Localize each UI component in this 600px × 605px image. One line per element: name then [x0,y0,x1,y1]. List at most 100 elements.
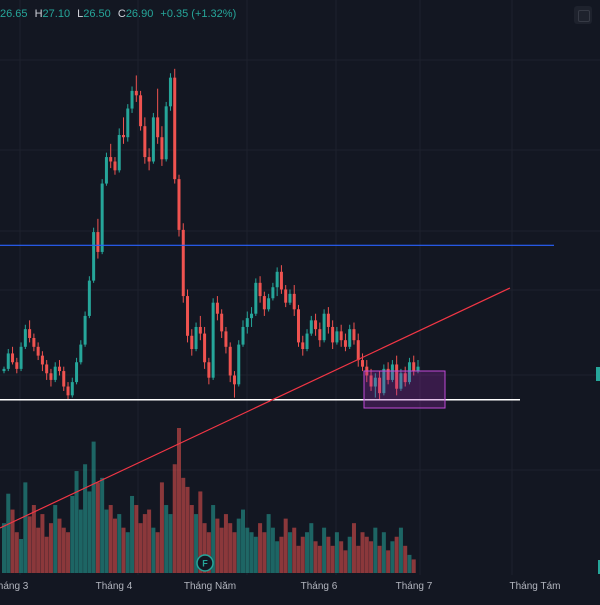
candle-body [75,362,79,383]
low-label: L [77,8,84,20]
candle-body [352,329,356,341]
trend-line [0,287,511,529]
volume-bar [326,536,331,573]
candle-body [117,135,121,171]
volume-bar [283,518,288,573]
volume-bar [164,505,169,573]
volume-bar [411,559,416,573]
volume-bar [339,541,344,573]
candle-body [19,346,23,369]
candle-body [267,298,271,310]
candle-body [62,371,66,387]
candle-body [296,309,300,343]
volume-bar [40,514,45,573]
candle-body [343,340,347,347]
volume-bar [313,541,318,573]
volume-bar [142,514,147,573]
highlight-rectangle [363,370,446,409]
candle-body [23,329,27,347]
volume-bar [351,523,356,573]
candle-body [2,368,6,372]
candle-body [254,282,258,314]
candle-body [15,362,19,369]
volume-bar [100,477,105,573]
candle-body [181,229,185,297]
candle-body [207,362,211,378]
candle-body [40,355,44,365]
candle-body [190,335,194,350]
candle-body [126,108,130,138]
candle-body [279,271,283,290]
volume-bar [364,536,369,573]
volume-bar [287,532,292,573]
volume-bar [6,493,11,573]
candle-body [331,326,335,343]
candle-body [49,373,53,380]
candle-body [369,375,373,387]
volume-bar [236,518,241,573]
volume-bar [151,527,156,573]
candle-body [220,313,224,332]
candle-body [79,344,83,363]
volume-bar [245,527,250,573]
candle-body [211,302,215,378]
candle-body [6,353,10,369]
volume-bar [211,505,216,573]
volume-bar [343,550,348,573]
volume-bar [241,509,246,573]
volume-bar [108,505,113,573]
volume-bar [317,545,322,573]
volume-bar [2,523,6,573]
volume-bar [66,532,71,573]
volume-bar [159,482,164,573]
volume-bar [403,545,408,573]
volume-bar [95,482,100,573]
volume-bar [10,509,15,573]
candle-body [262,296,266,310]
candle-body [305,333,309,350]
volume-bar [138,523,143,573]
candle-body [156,117,160,138]
volume-bar [279,536,284,573]
candle-body [288,293,292,303]
volume-bar [181,477,186,573]
candle-body [109,157,113,162]
volume-bar [130,495,135,573]
volume-bar [125,532,130,573]
volume-bar [121,527,126,573]
candle-body [407,362,411,383]
candle-body [147,157,151,162]
candle-body [113,161,117,171]
volume-bar [61,527,66,573]
volume-bar [373,527,378,573]
candle-body [399,373,403,389]
volume-bar [202,523,207,573]
candle-body [53,366,57,380]
volume-bar [305,532,310,573]
volume-bar [398,527,403,573]
candle-body [151,117,155,162]
volume-bar [74,471,79,573]
square-icon [578,10,590,22]
volume-bar [155,532,160,573]
close-label: C [117,8,126,20]
candle-body [232,375,236,385]
chart-settings-button[interactable] [574,6,592,24]
candle-body [45,364,49,374]
volume-bar [185,486,190,573]
candle-body [237,344,241,385]
candle-body [403,373,407,383]
candle-body [241,326,245,345]
high-label: H [34,8,43,20]
candle-body [245,318,249,327]
x-axis-tick-label: Tháng Năm [184,581,236,592]
candle-body [395,364,399,389]
candle-body [284,289,288,303]
candle-body [373,377,377,387]
candle-body [11,353,15,363]
candle-body [164,106,168,160]
candle-body [130,90,134,109]
volume-bar [249,532,254,573]
